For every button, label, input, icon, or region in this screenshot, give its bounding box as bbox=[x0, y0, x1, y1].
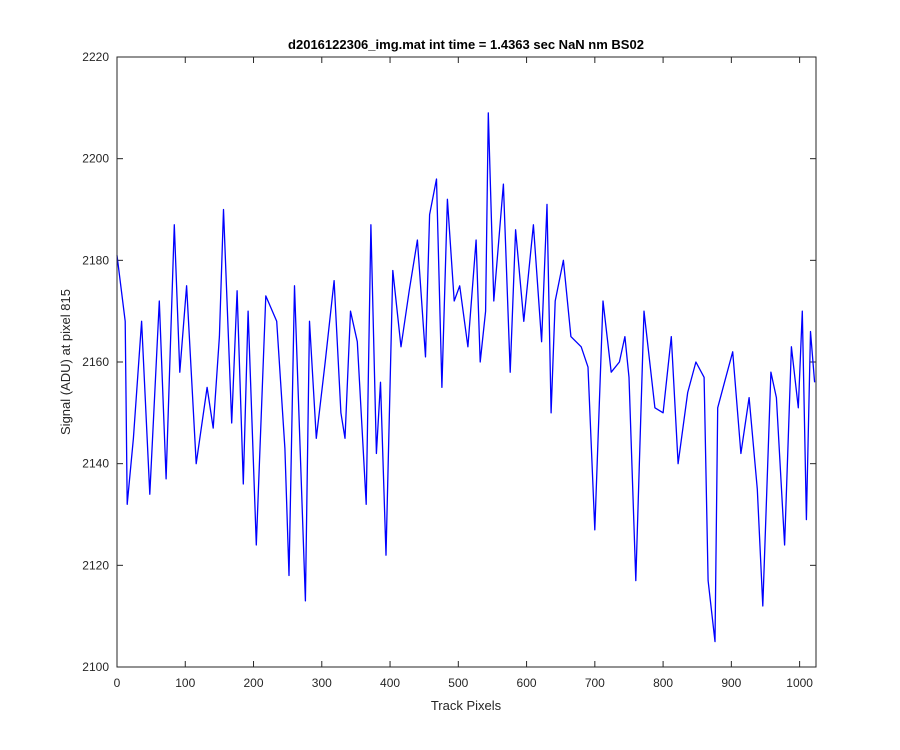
x-axis-title: Track Pixels bbox=[431, 698, 502, 713]
axis-ticks: 0 100 200 300 400 500 600 700 800 900 1000 2100 2120… bbox=[82, 50, 816, 690]
signal-series-line bbox=[116, 112, 816, 643]
x-tick-label: 0 bbox=[114, 676, 121, 690]
plot-area bbox=[117, 57, 816, 667]
x-tick-label: 500 bbox=[448, 676, 468, 690]
y-tick-label: 2160 bbox=[82, 355, 109, 369]
x-tick-label: 700 bbox=[585, 676, 605, 690]
x-tick-label: 1000 bbox=[786, 676, 813, 690]
y-tick-label: 2180 bbox=[82, 253, 109, 267]
plot-frame bbox=[116, 56, 817, 668]
chart-title: d2016122306_img.mat int time = 1.4363 se… bbox=[288, 37, 644, 52]
y-tick-label: 2100 bbox=[82, 660, 109, 674]
x-tick-label: 100 bbox=[175, 676, 195, 690]
y-tick-label: 2120 bbox=[82, 558, 109, 572]
x-tick-label: 600 bbox=[517, 676, 537, 690]
series-layer bbox=[116, 112, 816, 643]
x-tick-label: 900 bbox=[721, 676, 741, 690]
x-tick-label: 400 bbox=[380, 676, 400, 690]
x-tick-label: 200 bbox=[244, 676, 264, 690]
x-tick-label: 800 bbox=[653, 676, 673, 690]
y-tick-label: 2220 bbox=[82, 50, 109, 64]
y-axis-title: Signal (ADU) at pixel 815 bbox=[58, 289, 73, 435]
y-tick-label: 2140 bbox=[82, 457, 109, 471]
y-tick-label: 2200 bbox=[82, 152, 109, 166]
x-tick-label: 300 bbox=[312, 676, 332, 690]
